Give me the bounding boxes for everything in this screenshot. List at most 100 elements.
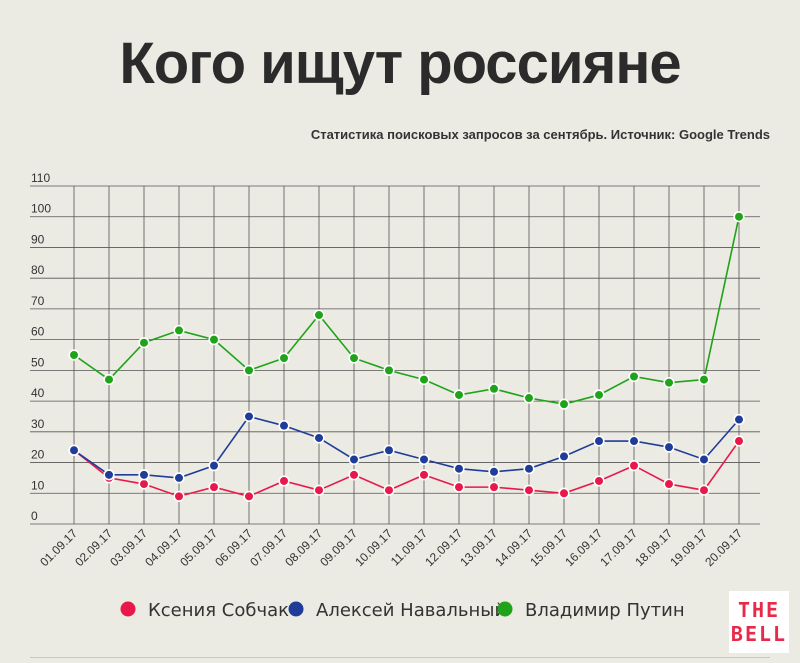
data-point — [173, 490, 185, 502]
data-point — [348, 352, 360, 364]
data-point — [313, 484, 325, 496]
data-point — [418, 453, 430, 466]
data-point — [593, 435, 605, 447]
data-point — [138, 337, 150, 349]
data-point — [208, 481, 220, 493]
data-point — [488, 466, 500, 478]
data-point — [523, 463, 535, 475]
data-point — [628, 460, 640, 472]
x-tick-label: 05.09.17 — [177, 526, 220, 569]
data-point — [698, 484, 710, 496]
data-point — [313, 432, 325, 444]
x-tick-label: 15.09.17 — [527, 526, 570, 569]
x-tick-label: 03.09.17 — [107, 526, 150, 569]
x-tick-label: 01.09.17 — [37, 526, 80, 569]
legend-label: Алексей Навальный — [316, 600, 506, 621]
y-tick-label: 40 — [31, 386, 45, 400]
y-tick-label: 50 — [31, 355, 45, 369]
data-point — [173, 472, 185, 484]
x-tick-label: 17.09.17 — [597, 526, 640, 569]
data-point — [208, 460, 220, 472]
logo-line-2: BELL — [730, 622, 788, 646]
data-point — [628, 435, 640, 447]
x-tick-label: 20.09.17 — [702, 526, 745, 569]
y-tick-label: 80 — [31, 263, 45, 277]
y-tick-label: 70 — [31, 294, 45, 308]
chart-subtitle: Статистика поисковых запросов за сентябр… — [310, 127, 770, 142]
data-point — [243, 410, 255, 423]
data-point — [103, 469, 115, 481]
y-tick-label: 20 — [31, 448, 45, 462]
y-tick-label: 30 — [31, 417, 45, 431]
data-point — [663, 478, 675, 490]
series-line — [73, 216, 740, 405]
data-point — [348, 453, 360, 466]
legend-label: Ксения Собчак — [148, 600, 289, 621]
x-tick-label: 18.09.17 — [632, 526, 675, 569]
data-point — [453, 481, 465, 493]
data-point — [138, 469, 150, 481]
x-tick-label: 08.09.17 — [282, 526, 325, 569]
logo-line-1: THE — [737, 598, 781, 622]
data-point — [698, 453, 710, 466]
data-point — [593, 389, 605, 401]
data-point — [558, 450, 570, 463]
data-point — [488, 481, 500, 493]
the-bell-logo: THE BELL — [729, 591, 789, 653]
data-point — [383, 484, 395, 496]
data-point — [663, 377, 675, 389]
data-point — [383, 364, 395, 376]
data-point — [663, 441, 675, 453]
data-point — [138, 478, 150, 490]
legend-marker — [288, 601, 304, 617]
data-point — [698, 373, 710, 386]
data-point — [348, 469, 360, 481]
data-point — [103, 373, 115, 386]
x-tick-label: 13.09.17 — [457, 526, 500, 569]
x-tick-label: 16.09.17 — [562, 526, 605, 569]
series-line — [73, 415, 740, 479]
x-tick-label: 12.09.17 — [422, 526, 465, 569]
data-point — [628, 370, 640, 383]
x-tick-label: 02.09.17 — [72, 526, 115, 569]
data-point — [173, 324, 185, 337]
x-tick-label: 10.09.17 — [352, 526, 395, 569]
legend-marker — [497, 601, 513, 617]
x-tick-label: 19.09.17 — [667, 526, 710, 569]
data-point — [593, 475, 605, 487]
x-tick-label: 07.09.17 — [247, 526, 290, 569]
data-point — [278, 475, 290, 487]
data-point — [523, 484, 535, 496]
chart-title: Кого ищут россияне — [119, 31, 681, 96]
legend-marker — [120, 601, 136, 617]
data-point — [243, 364, 255, 376]
data-point — [278, 352, 290, 364]
y-tick-label: 0 — [31, 509, 38, 523]
data-point — [558, 398, 570, 410]
data-point — [453, 463, 465, 475]
data-point — [68, 444, 80, 456]
data-point — [313, 309, 325, 321]
data-point — [488, 383, 500, 395]
y-tick-label: 100 — [31, 202, 51, 216]
bottom-divider — [30, 657, 770, 658]
data-point — [418, 469, 430, 481]
y-tick-label: 10 — [31, 478, 45, 492]
x-tick-label: 04.09.17 — [142, 526, 185, 569]
y-tick-label: 60 — [31, 325, 45, 339]
y-tick-label: 110 — [31, 171, 50, 185]
data-point — [733, 435, 745, 447]
x-tick-label: 09.09.17 — [317, 526, 360, 569]
data-point — [243, 490, 255, 502]
data-point — [733, 413, 745, 426]
data-point — [453, 389, 465, 401]
data-point — [558, 487, 570, 499]
data-point — [383, 444, 395, 456]
data-point — [208, 334, 220, 346]
data-point — [523, 392, 535, 404]
data-point — [68, 349, 80, 361]
y-tick-label: 90 — [31, 232, 45, 246]
x-tick-label: 06.09.17 — [212, 526, 255, 569]
data-point — [733, 211, 745, 223]
